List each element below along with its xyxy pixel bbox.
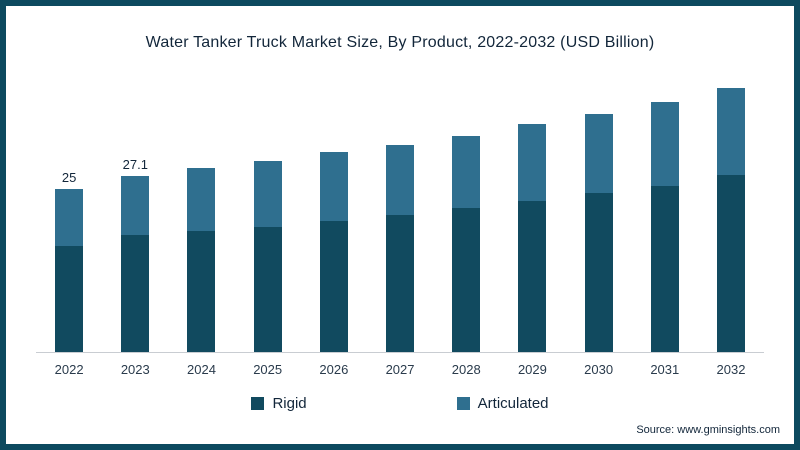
bar-total-label: [663, 83, 667, 98]
bar-total-label: 25: [61, 170, 77, 185]
bar-total-label: [729, 69, 733, 84]
bar-total-label: 27.1: [122, 157, 148, 172]
bar-total-label: [398, 126, 402, 141]
bar-total-label: [332, 133, 336, 148]
bar-total-label: [464, 117, 468, 132]
bar-2029: [499, 62, 565, 352]
legend-label: Articulated: [477, 395, 549, 412]
bar-segment-articulated: [452, 136, 481, 208]
bar-segment-articulated: [319, 152, 348, 221]
chart-title: Water Tanker Truck Market Size, By Produ…: [145, 34, 655, 51]
bar-segment-articulated: [187, 168, 216, 231]
bars-area: 25 27.1: [36, 62, 764, 352]
bar-segment-articulated: [386, 145, 415, 215]
bar-segment-articulated: [55, 189, 84, 246]
bar-segment-rigid: [518, 201, 547, 352]
bar-2022: 25: [36, 62, 102, 352]
bar-segment-articulated: [716, 88, 745, 175]
legend: Rigid Articulated: [6, 395, 794, 412]
bar-2031: [632, 62, 698, 352]
x-tick-label: 2028: [451, 362, 481, 377]
x-tick-label: 2026: [319, 362, 349, 377]
bar-segment-rigid: [319, 221, 348, 352]
bar-segment-articulated: [584, 114, 613, 193]
x-tick-label: 2027: [385, 362, 415, 377]
x-tick-label: 2032: [716, 362, 746, 377]
bar-segment-articulated: [253, 161, 282, 227]
x-tick-label: 2022: [54, 362, 84, 377]
source-url: www.gminsights.com: [677, 424, 780, 436]
bar-total-label: [266, 142, 270, 157]
source-note: Source: www.gminsights.com: [636, 424, 780, 436]
legend-item-articulated: Articulated: [456, 395, 549, 412]
legend-item-rigid: Rigid: [251, 395, 307, 412]
legend-swatch-icon: [456, 397, 470, 410]
bar-total-label: [597, 95, 601, 110]
x-tick-label: 2030: [584, 362, 614, 377]
x-tick-label: 2031: [650, 362, 680, 377]
bar-segment-rigid: [716, 175, 745, 352]
bar-2024: [168, 62, 234, 352]
x-axis-line: [36, 352, 764, 353]
x-axis-labels: 2022 2023 2024 2025 2026 2027 2028 2029 2030 2031…: [36, 353, 764, 377]
source-label: Source:: [636, 424, 675, 436]
x-tick-label: 2029: [517, 362, 547, 377]
legend-label: Rigid: [272, 395, 307, 412]
x-tick-label: 2024: [187, 362, 216, 377]
bar-segment-rigid: [386, 215, 415, 352]
bar-total-label: [200, 149, 204, 164]
bar-2027: [367, 62, 433, 352]
bar-segment-rigid: [452, 208, 481, 352]
bar-segment-rigid: [584, 193, 613, 352]
bar-2023: 27.1: [102, 62, 168, 352]
bar-segment-rigid: [121, 235, 150, 352]
legend-swatch-icon: [251, 397, 265, 410]
bar-segment-rigid: [55, 246, 84, 352]
bar-2028: [433, 62, 499, 352]
bar-2026: [301, 62, 367, 352]
bar-segment-articulated: [121, 176, 150, 235]
x-tick-label: 2025: [253, 362, 283, 377]
bar-segment-rigid: [187, 231, 216, 352]
bar-segment-articulated: [650, 102, 679, 186]
bar-2025: [235, 62, 301, 352]
bar-total-label: [531, 105, 535, 120]
bar-chart: 25 27.1 2022 2023 2024 2025 2026 2027 2028 2029 2…: [36, 62, 764, 377]
bar-2030: [566, 62, 632, 352]
bar-segment-rigid: [253, 227, 282, 352]
bar-segment-articulated: [518, 124, 547, 201]
bar-2032: [698, 62, 764, 352]
bar-segment-rigid: [650, 186, 679, 352]
x-tick-label: 2023: [120, 362, 150, 377]
